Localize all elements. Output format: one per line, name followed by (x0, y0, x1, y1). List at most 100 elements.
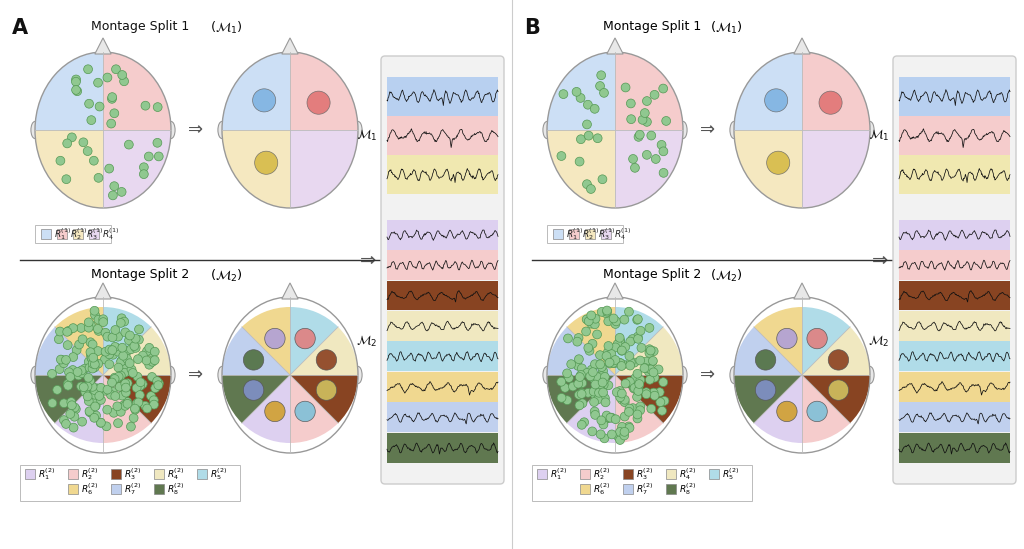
Polygon shape (95, 283, 112, 299)
Circle shape (655, 388, 665, 396)
Circle shape (636, 326, 645, 335)
Circle shape (591, 411, 600, 419)
Circle shape (90, 385, 99, 395)
Circle shape (155, 379, 163, 388)
Circle shape (244, 350, 264, 370)
Wedge shape (103, 327, 171, 375)
Bar (111, 469, 121, 479)
Circle shape (609, 314, 618, 323)
Circle shape (86, 377, 94, 385)
Bar (547, 52, 615, 130)
Circle shape (596, 383, 604, 392)
Circle shape (607, 430, 616, 439)
Circle shape (615, 428, 625, 436)
Circle shape (117, 407, 125, 416)
Circle shape (595, 382, 604, 391)
Circle shape (777, 328, 797, 349)
Circle shape (578, 379, 587, 388)
Circle shape (114, 363, 123, 372)
Circle shape (70, 412, 79, 421)
Circle shape (111, 326, 120, 334)
Bar (580, 484, 590, 494)
Bar (290, 130, 358, 208)
Circle shape (100, 355, 110, 364)
Circle shape (616, 359, 625, 368)
Circle shape (86, 358, 94, 367)
Circle shape (142, 404, 152, 413)
Circle shape (316, 380, 337, 400)
Circle shape (84, 357, 93, 366)
Circle shape (87, 408, 95, 417)
Text: A: A (12, 18, 28, 38)
Circle shape (578, 421, 586, 429)
Circle shape (591, 391, 599, 400)
Circle shape (95, 102, 104, 111)
Circle shape (62, 327, 72, 336)
Circle shape (91, 411, 100, 420)
Text: Montage Split 2: Montage Split 2 (603, 268, 701, 281)
Circle shape (66, 373, 75, 382)
Bar (387, 220, 498, 250)
Circle shape (600, 394, 609, 402)
Circle shape (591, 360, 599, 368)
Circle shape (90, 360, 99, 369)
Circle shape (96, 395, 105, 404)
Circle shape (642, 150, 651, 159)
Bar (532, 465, 752, 501)
Text: $(\mathcal{M}_1)$: $(\mathcal{M}_1)$ (210, 20, 243, 36)
Circle shape (307, 91, 330, 114)
Circle shape (562, 369, 571, 378)
Circle shape (117, 187, 126, 197)
Circle shape (602, 306, 611, 315)
Circle shape (123, 354, 131, 363)
Circle shape (637, 344, 646, 352)
Circle shape (122, 388, 130, 397)
Circle shape (557, 377, 565, 386)
Bar (537, 469, 547, 479)
Circle shape (563, 334, 572, 343)
Circle shape (633, 410, 642, 419)
Circle shape (611, 320, 620, 328)
Circle shape (600, 434, 609, 442)
Bar (387, 433, 498, 463)
Circle shape (587, 320, 596, 328)
Circle shape (586, 372, 595, 381)
Circle shape (601, 309, 610, 318)
Circle shape (628, 379, 636, 388)
Bar (154, 469, 164, 479)
Ellipse shape (31, 121, 39, 138)
Circle shape (112, 343, 121, 352)
Wedge shape (615, 307, 664, 375)
Circle shape (61, 175, 71, 183)
Circle shape (100, 386, 110, 395)
Circle shape (77, 323, 86, 332)
Circle shape (604, 351, 612, 360)
Wedge shape (242, 375, 290, 443)
Bar (387, 341, 498, 371)
Circle shape (559, 89, 568, 98)
Circle shape (594, 395, 602, 404)
Circle shape (656, 397, 665, 407)
Ellipse shape (730, 366, 738, 384)
Bar (35, 225, 111, 243)
Text: $\mathcal{M}_2$: $\mathcal{M}_2$ (867, 334, 889, 349)
Bar (547, 130, 615, 208)
Circle shape (633, 369, 642, 378)
Circle shape (631, 374, 640, 383)
Circle shape (578, 399, 587, 408)
Circle shape (121, 379, 130, 388)
Circle shape (589, 368, 597, 377)
Circle shape (88, 359, 97, 368)
Wedge shape (222, 327, 290, 375)
Circle shape (120, 365, 129, 373)
Circle shape (84, 318, 93, 327)
Circle shape (625, 407, 633, 416)
Circle shape (68, 401, 76, 410)
Text: $R_{4}^{(1)}$: $R_{4}^{(1)}$ (102, 226, 120, 242)
Circle shape (575, 157, 584, 166)
Circle shape (151, 384, 160, 393)
Circle shape (563, 396, 571, 405)
Circle shape (150, 396, 159, 405)
Wedge shape (615, 375, 664, 443)
Circle shape (85, 363, 94, 372)
